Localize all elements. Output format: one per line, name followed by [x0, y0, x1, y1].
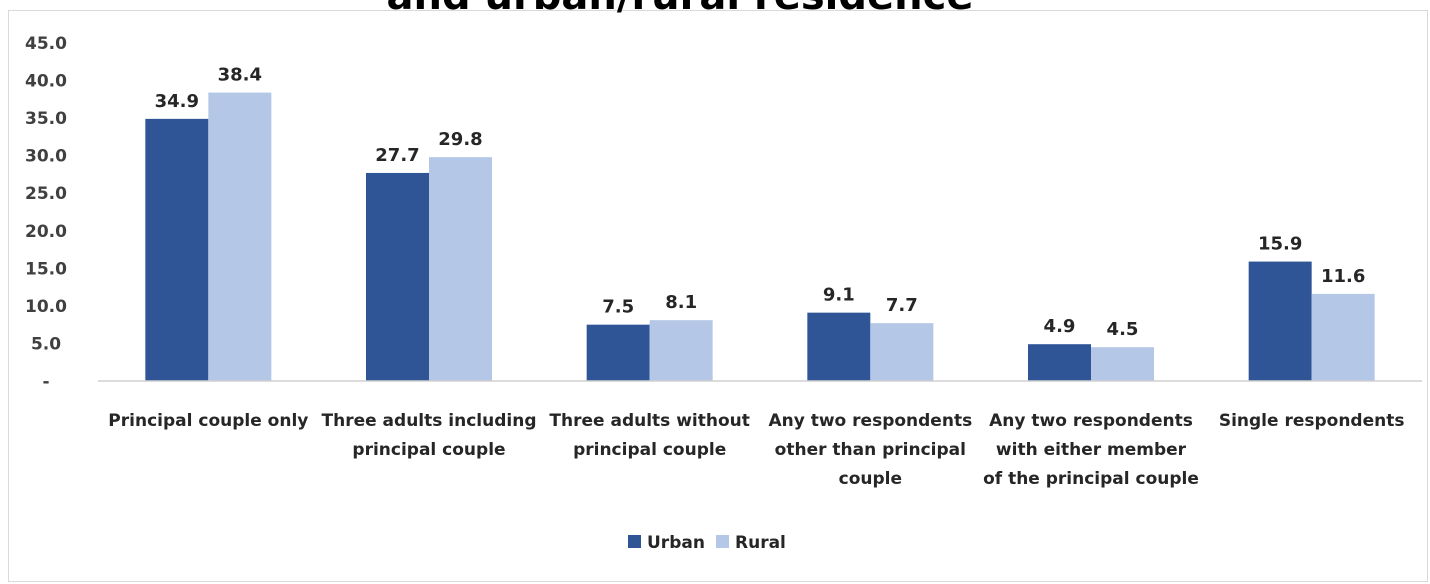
data-label: 7.5: [602, 297, 634, 318]
y-tick-label: 5.0: [31, 334, 61, 354]
x-tick-label: with either member: [996, 440, 1187, 460]
legend-label: Rural: [735, 533, 786, 553]
y-tick-label: 20.0: [25, 222, 67, 242]
y-tick-label: -: [42, 372, 49, 392]
x-tick-label: principal couple: [573, 440, 726, 460]
bar-urban: [366, 172, 429, 381]
data-label: 34.9: [155, 91, 199, 112]
x-tick-label: of the principal couple: [983, 469, 1199, 489]
chart-border: [8, 10, 1428, 582]
data-label: 29.8: [438, 129, 482, 150]
y-tick-label: 40.0: [25, 72, 67, 92]
y-tick-label: 30.0: [25, 147, 67, 167]
legend-item-rural: Rural: [716, 533, 786, 553]
bar-urban: [1028, 344, 1091, 381]
x-tick-label: Principal couple only: [108, 411, 308, 431]
x-tick-label: Any two respondents: [768, 411, 972, 431]
data-label: 38.4: [218, 65, 262, 86]
data-label: 27.7: [375, 145, 419, 166]
y-tick-label: 35.0: [25, 109, 67, 129]
legend-swatch: [628, 535, 641, 548]
legend-swatch: [716, 535, 729, 548]
chart-title: and urban/rural residence: [0, 0, 1360, 16]
bar-urban: [586, 324, 650, 381]
bar-rural: [429, 157, 492, 381]
data-label: 9.1: [823, 285, 855, 306]
bar-urban: [145, 118, 209, 382]
bar-rural: [208, 92, 272, 381]
data-label: 8.1: [665, 292, 697, 313]
data-label: 4.5: [1107, 319, 1139, 340]
y-tick-label: 45.0: [25, 34, 67, 54]
y-tick-label: 10.0: [25, 297, 67, 317]
data-label: 4.9: [1044, 316, 1076, 337]
x-tick-label: Three adults without: [549, 411, 749, 431]
legend-label: Urban: [647, 533, 705, 553]
x-tick-label: principal couple: [352, 440, 505, 460]
x-tick-label: Any two respondents: [989, 411, 1193, 431]
x-tick-label: couple: [839, 469, 902, 489]
bar-rural: [649, 320, 713, 381]
x-tick-label: Single respondents: [1219, 411, 1405, 431]
data-label: 15.9: [1258, 234, 1302, 255]
bar-rural: [1091, 347, 1154, 381]
bar-urban: [1248, 261, 1312, 381]
x-tick-label: Three adults including: [322, 411, 537, 431]
data-label: 11.6: [1321, 266, 1365, 287]
bar-urban: [807, 312, 871, 381]
x-tick-label: other than principal: [775, 440, 966, 460]
legend-item-urban: Urban: [628, 533, 705, 553]
bar-rural: [1311, 293, 1375, 381]
data-label: 7.7: [886, 295, 918, 316]
bar-rural: [870, 323, 934, 381]
y-tick-label: 25.0: [25, 184, 67, 204]
y-tick-label: 15.0: [25, 259, 67, 279]
